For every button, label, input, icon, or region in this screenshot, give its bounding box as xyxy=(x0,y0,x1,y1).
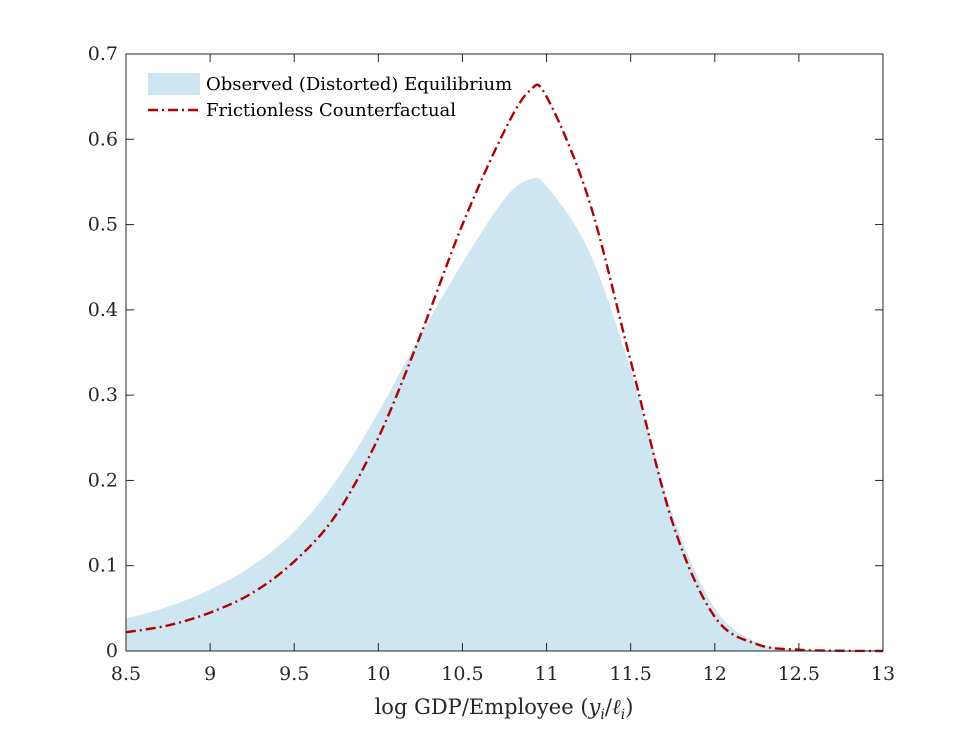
x-tick-label: 9 xyxy=(204,663,216,685)
x-tick-label: 12 xyxy=(703,663,727,685)
x-axis-title-sub-i: i xyxy=(600,707,604,723)
x-axis-title-text: log GDP/Employee ( xyxy=(375,695,589,719)
series-area-observed xyxy=(126,177,883,651)
y-tick-label: 0.5 xyxy=(88,214,118,236)
x-tick-label: 12.5 xyxy=(778,663,820,685)
x-axis-title-var-y: y xyxy=(588,695,602,719)
y-tick-label: 0.6 xyxy=(88,128,118,150)
axes-box xyxy=(125,53,884,652)
legend-label-frictionless: Frictionless Counterfactual xyxy=(206,100,456,121)
legend-swatch-observed xyxy=(148,73,200,95)
x-tick-label: 10.5 xyxy=(441,663,483,685)
x-axis-title: log GDP/Employee (yi/ℓi) xyxy=(375,695,634,723)
plot-area: 8.5 9 9.5 10 10.5 11 11.5 12 12.5 13 0 0.1 0.2 0.3 0.4… xyxy=(88,43,895,685)
x-axis-title-slash: / xyxy=(605,695,613,719)
x-tick-label: 11.5 xyxy=(610,663,652,685)
x-tick-label: 9.5 xyxy=(279,663,309,685)
x-tick-label: 11 xyxy=(534,663,558,685)
y-tick-label: 0 xyxy=(106,640,118,662)
y-tick-label: 0.7 xyxy=(88,43,118,65)
y-tick-label: 0.2 xyxy=(88,469,118,491)
x-tick-label: 8.5 xyxy=(111,663,141,685)
legend: Observed (Distorted) Equilibrium Frictio… xyxy=(148,73,512,121)
x-axis-title-var-ell: ℓ xyxy=(612,695,621,719)
y-tick-label: 0.4 xyxy=(88,299,118,321)
x-axis-title-sub-i2: i xyxy=(621,707,625,723)
y-tick-label: 0.1 xyxy=(88,555,118,577)
x-axis-title-close: ) xyxy=(625,695,633,719)
y-tick-label: 0.3 xyxy=(88,384,118,406)
legend-label-observed: Observed (Distorted) Equilibrium xyxy=(206,74,512,95)
x-tick-label: 10 xyxy=(366,663,390,685)
x-tick-label: 13 xyxy=(871,663,895,685)
series-line-frictionless xyxy=(125,83,884,653)
